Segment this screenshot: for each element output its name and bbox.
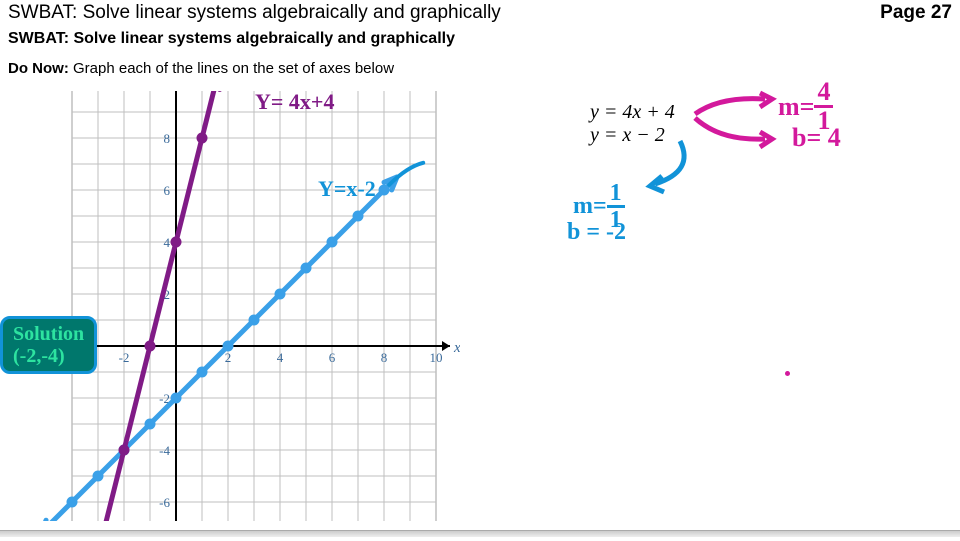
swbat-label: SWBAT: [8, 30, 69, 47]
svg-text:4: 4 [277, 350, 284, 365]
donow-line: Do Now: Graph each of the lines on the s… [0, 52, 960, 81]
donow-label: Do Now: [8, 60, 69, 77]
svg-text:8: 8 [381, 350, 388, 365]
graph-svg: -8-6-4-2246810-4-2246810yx [20, 91, 460, 521]
bottom-rule [0, 530, 960, 537]
svg-text:10: 10 [430, 350, 443, 365]
hand-b1: b= 4 [792, 123, 841, 153]
solution-box: Solution (-2,-4) [0, 316, 97, 374]
svg-text:10: 10 [157, 91, 170, 94]
swbat-line: SWBAT: Solve linear systems algebraicall… [0, 26, 960, 52]
swbat-text: Solve linear systems algebraically and g… [69, 30, 455, 47]
hand-eq-purple: Y= 4x+4 [255, 89, 334, 115]
content-area: -8-6-4-2246810-4-2246810yx Y= 4x+4 Y=x-2… [0, 81, 960, 541]
printed-eq1: y = 4x + 4 [590, 101, 675, 124]
svg-text:-2: -2 [119, 350, 130, 365]
svg-text:6: 6 [164, 183, 171, 198]
graph: -8-6-4-2246810-4-2246810yx [20, 91, 460, 521]
stray-dot-icon [785, 371, 790, 376]
hand-b2: b = -2 [567, 219, 626, 246]
svg-text:2: 2 [225, 350, 232, 365]
solution-point: (-2,-4) [13, 345, 84, 367]
m1-num: 4 [814, 79, 833, 108]
donow-text: Graph each of the lines on the set of ax… [69, 60, 394, 77]
svg-text:6: 6 [329, 350, 336, 365]
svg-text:4: 4 [164, 235, 171, 250]
svg-text:x: x [453, 340, 460, 356]
blue-arrow-icon [640, 136, 700, 196]
m2-num: 1 [607, 181, 625, 208]
solution-title: Solution [13, 323, 84, 345]
m1-label: m= [778, 92, 814, 122]
svg-text:-4: -4 [159, 443, 170, 458]
m2-label: m= [573, 193, 607, 220]
svg-text:-6: -6 [159, 495, 170, 510]
page-number: Page 27 [880, 2, 952, 24]
svg-text:8: 8 [164, 131, 171, 146]
hand-eq-blue: Y=x-2 [318, 176, 376, 202]
page-title: SWBAT: Solve linear systems algebraicall… [8, 2, 501, 24]
